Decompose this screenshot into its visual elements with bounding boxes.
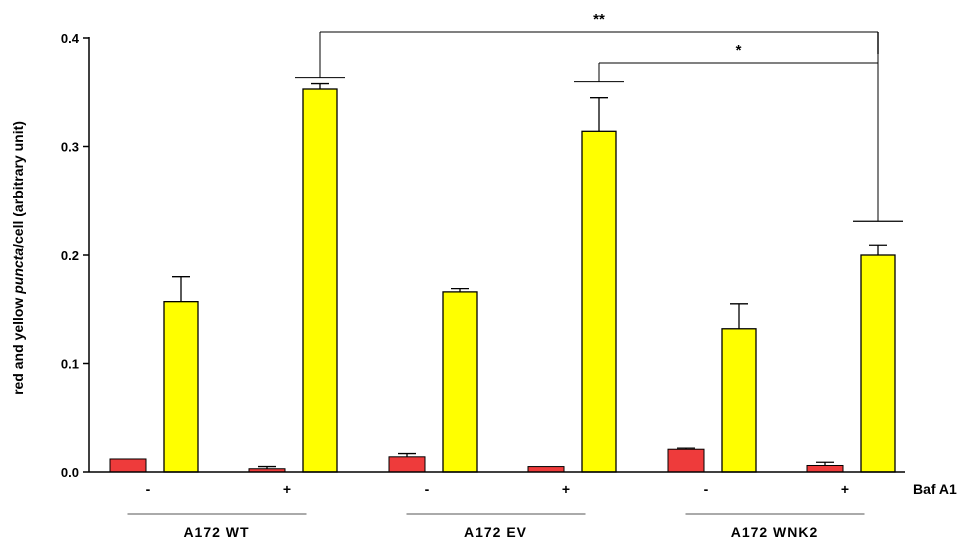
red-bar	[388, 456, 426, 473]
treatment-sign: +	[841, 481, 849, 497]
red-bar	[527, 466, 565, 473]
y-axis-label-part-1: red and yellow	[10, 294, 26, 395]
treatment-sign: -	[425, 481, 430, 497]
yellow-bar	[721, 328, 757, 473]
significance-label: *	[736, 42, 742, 59]
treatment-label: Baf A1	[913, 481, 957, 497]
treatment-sign: +	[283, 481, 291, 497]
group-label: A172 EV	[464, 524, 527, 540]
group-label: A172 WT	[183, 524, 249, 540]
y-tick-label: 0.2	[61, 248, 79, 263]
treatment-sign: -	[146, 481, 151, 497]
yellow-bar	[581, 130, 617, 473]
chart-axes: 0.0 0.1 0.2 0.3 0.4 - + A172 WT - + A172 EV - + A172 …	[61, 31, 905, 540]
treatment-sign: +	[562, 481, 570, 497]
y-tick-label: 0.0	[61, 465, 79, 480]
significance-label: **	[593, 11, 605, 28]
y-tick-label: 0.3	[61, 140, 79, 155]
yellow-bar	[302, 88, 338, 473]
yellow-bar	[163, 301, 199, 473]
group-label: A172 WNK2	[731, 524, 819, 540]
y-axis-label-part-3: /cell (arbitrary unit)	[10, 121, 26, 248]
y-tick-label: 0.1	[61, 357, 79, 372]
red-bar	[109, 458, 147, 473]
y-axis-label: red and yellow puncta/cell (arbitrary un…	[10, 121, 26, 395]
red-bar	[806, 464, 844, 473]
y-tick-label: 0.4	[61, 31, 80, 46]
yellow-bar	[860, 254, 896, 473]
red-bar	[667, 448, 705, 473]
chart-marks: ***	[109, 11, 903, 473]
yellow-bar	[442, 291, 478, 473]
y-axis-label-part-2: puncta	[10, 248, 26, 295]
treatment-sign: -	[704, 481, 709, 497]
